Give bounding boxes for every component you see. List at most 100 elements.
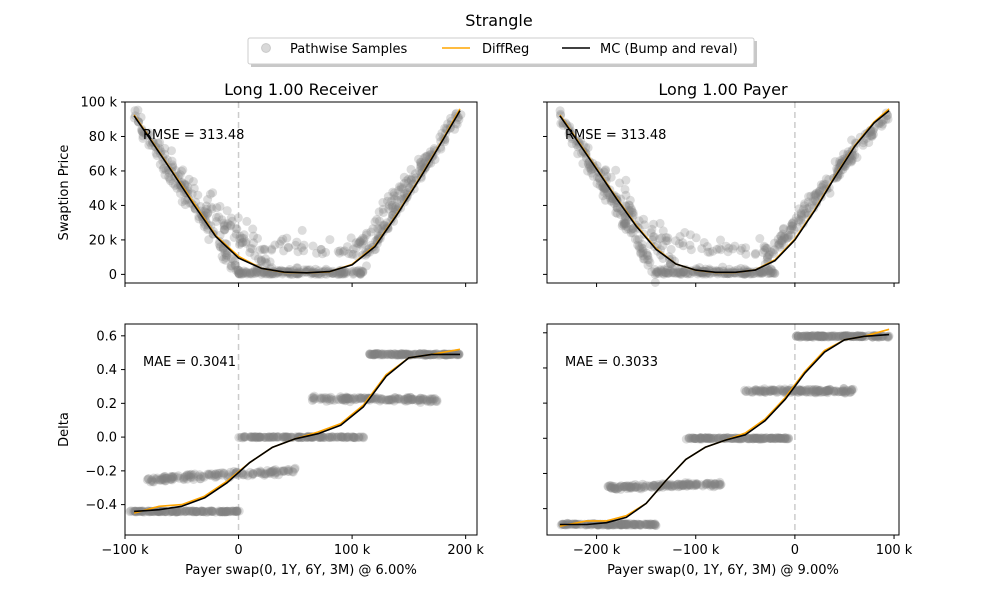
sample-point <box>643 260 653 270</box>
sample-point <box>619 218 629 228</box>
sample-point <box>787 221 797 231</box>
legend-label-diffreg: DiffReg <box>482 42 529 57</box>
sample-point <box>684 268 694 278</box>
sample-point <box>188 177 198 186</box>
sample-point <box>186 469 196 479</box>
sample-point <box>779 232 789 242</box>
sample-point <box>419 395 429 404</box>
sample-point <box>401 396 411 406</box>
sample-point <box>384 395 394 405</box>
sample-point <box>226 261 236 271</box>
sample-point <box>138 131 148 141</box>
sample-point <box>658 268 668 278</box>
sample-point <box>261 469 271 479</box>
sample-point <box>336 432 346 442</box>
sample-point <box>228 506 238 516</box>
sample-point <box>338 432 348 442</box>
sample-point <box>221 255 231 265</box>
sample-point <box>637 243 647 253</box>
sample-point <box>648 232 658 242</box>
sample-point <box>188 506 198 516</box>
sample-point <box>171 506 181 516</box>
sample-point <box>281 432 291 442</box>
sample-point <box>221 507 231 517</box>
sample-point <box>714 266 724 276</box>
y-tick-label: 40 k <box>89 199 118 214</box>
sample-point <box>643 255 653 265</box>
sample-point <box>353 239 363 249</box>
sample-point <box>250 269 260 279</box>
sample-point <box>252 467 262 477</box>
sample-point <box>153 506 163 516</box>
sample-point <box>728 244 738 254</box>
sample-point <box>355 269 365 279</box>
sample-point <box>307 393 317 403</box>
sample-point <box>148 477 158 487</box>
sample-point <box>256 432 266 442</box>
sample-point <box>343 393 353 403</box>
sample-point <box>776 231 786 241</box>
sample-point <box>751 248 761 258</box>
sample-point <box>800 209 809 219</box>
sample-point <box>248 224 258 234</box>
sample-point <box>291 269 301 279</box>
sample-point <box>764 251 774 260</box>
sample-point <box>190 469 200 479</box>
sample-point <box>819 179 829 189</box>
sample-point <box>227 261 237 271</box>
sample-point <box>767 266 777 276</box>
sample-point <box>639 254 648 264</box>
sample-point <box>635 243 645 253</box>
sample-point <box>673 268 683 278</box>
sample-point <box>620 184 630 194</box>
sample-point <box>160 170 170 180</box>
sample-point <box>155 138 165 148</box>
sample-point <box>403 396 413 406</box>
sample-point <box>630 234 640 244</box>
sample-point <box>716 235 725 245</box>
sample-point <box>646 228 656 238</box>
sample-point <box>125 507 135 517</box>
sample-point <box>839 149 848 159</box>
sample-point <box>179 475 189 485</box>
sample-point <box>239 268 249 278</box>
sample-point <box>736 268 746 278</box>
sample-point <box>606 172 616 182</box>
sample-point <box>642 248 652 258</box>
sample-point <box>184 506 194 516</box>
sample-point <box>356 266 366 276</box>
sample-point <box>348 269 358 279</box>
sample-point <box>864 138 874 148</box>
x-tick-label: 0 <box>791 543 799 558</box>
sample-point <box>422 396 432 406</box>
sample-point <box>253 468 263 477</box>
sample-point <box>383 196 392 206</box>
sample-point <box>172 506 182 516</box>
sample-point <box>260 469 270 479</box>
sample-point <box>387 395 397 405</box>
sample-point <box>637 239 647 249</box>
sample-point <box>253 268 263 278</box>
sample-point <box>175 507 185 516</box>
sample-point <box>640 220 650 230</box>
sample-point <box>189 183 199 193</box>
sample-point <box>251 266 261 276</box>
sample-point <box>761 244 771 253</box>
x-tick-label: −200 k <box>573 543 621 558</box>
sample-point <box>607 196 617 206</box>
sample-point <box>746 269 756 279</box>
sample-point <box>376 395 386 405</box>
sample-point <box>230 506 240 516</box>
sample-point <box>212 203 222 213</box>
sample-point <box>430 394 440 403</box>
sample-point <box>852 153 862 162</box>
sample-point <box>130 106 140 116</box>
sample-point <box>724 243 734 253</box>
sample-point <box>167 472 177 481</box>
sample-point <box>737 243 747 253</box>
sample-point <box>170 506 180 516</box>
sample-point <box>167 506 177 516</box>
sample-point <box>657 233 667 243</box>
sample-point <box>334 269 343 279</box>
sample-point <box>211 469 220 479</box>
